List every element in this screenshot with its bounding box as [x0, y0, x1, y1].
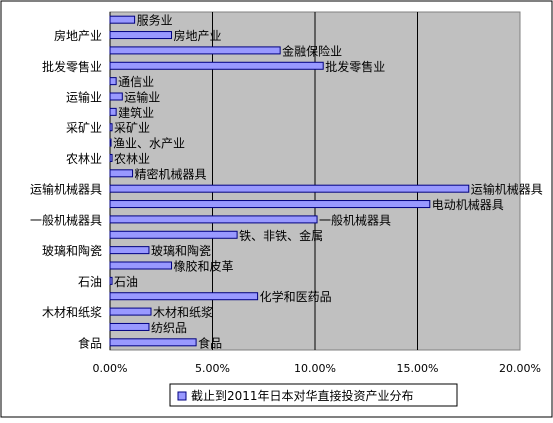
bar [109, 338, 197, 347]
bar [109, 107, 117, 116]
bar [109, 276, 113, 285]
bar [109, 322, 150, 331]
data-labels: 服务业房地产业金融保险业批发零售业通信业运输业建筑业采矿业渔业、水产业农林业精密… [113, 13, 543, 351]
bar-data-label: 纺织品 [151, 321, 187, 335]
bar-data-label: 石油 [114, 275, 138, 289]
y-tick-label: 运输机械器具 [30, 182, 102, 197]
bar-data-label: 橡胶和皮革 [174, 259, 234, 274]
y-tick-label: 一般机械器具 [30, 212, 102, 227]
bar [109, 46, 281, 55]
bar-data-label: 渔业、水产业 [113, 137, 185, 151]
y-tick-label: 运输业 [66, 90, 102, 105]
bar-data-label: 采矿业 [114, 121, 150, 135]
bar-data-label: 电动机械器具 [432, 197, 504, 212]
x-axis-labels: 0.00% 5.00% 10.00% 15.00% 20.00% [93, 362, 541, 375]
bar-data-label: 化学和医药品 [260, 289, 332, 304]
bar-data-label: 一般机械器具 [319, 212, 391, 227]
bar [109, 215, 318, 224]
bar [109, 200, 431, 209]
y-tick-label: 房地产业 [54, 28, 102, 43]
bars [109, 15, 470, 347]
legend-swatch [177, 391, 187, 401]
bar [109, 61, 324, 70]
bar-data-label: 食品 [198, 335, 222, 350]
bar-data-label: 农林业 [114, 152, 150, 166]
x-tick-label: 0.00% [93, 362, 128, 375]
bar-data-label: 金融保险业 [282, 43, 342, 58]
bar [109, 261, 172, 270]
legend-label: 截止到2011年日本对华直接投资产业分布 [191, 388, 414, 403]
bar-data-label: 批发零售业 [325, 59, 385, 74]
x-tick-label: 15.00% [397, 362, 439, 375]
y-tick-label: 批发零售业 [42, 59, 102, 74]
bar [109, 307, 152, 316]
bar-data-label: 通信业 [118, 75, 154, 89]
bar [109, 246, 150, 255]
x-tick-label: 10.00% [294, 362, 336, 375]
bar-data-label: 木材和纸浆 [153, 305, 213, 320]
bar-data-label: 服务业 [137, 13, 173, 28]
x-tick-label: 20.00% [499, 362, 541, 375]
bar-data-label: 精密机械器具 [135, 166, 207, 181]
bar [109, 184, 470, 193]
y-tick-label: 农林业 [66, 152, 102, 166]
x-tick-label: 5.00% [195, 362, 230, 375]
bar-data-label: 运输业 [124, 90, 160, 105]
bar [109, 123, 113, 132]
y-tick-label: 石油 [78, 275, 102, 289]
bar [109, 292, 259, 301]
legend-box [169, 383, 458, 407]
bar [109, 153, 113, 162]
legend: 截止到2011年日本对华直接投资产业分布 [169, 383, 458, 407]
bar [109, 92, 123, 101]
bar-data-label: 建筑业 [118, 105, 154, 120]
bar [109, 230, 238, 239]
bar-data-label: 铁、非铁、金属 [239, 228, 323, 243]
y-tick-label: 木材和纸浆 [42, 305, 102, 320]
bar [109, 31, 172, 40]
bar-data-label: 玻璃和陶瓷 [151, 243, 211, 258]
bar-data-label: 房地产业 [174, 28, 222, 43]
bar [109, 138, 112, 147]
y-tick-label: 食品 [78, 335, 102, 350]
bar [109, 169, 134, 178]
bar [109, 15, 136, 24]
y-tick-label: 玻璃和陶瓷 [42, 243, 102, 258]
y-tick-label: 采矿业 [66, 121, 102, 135]
bar-data-label: 运输机械器具 [471, 182, 543, 197]
y-axis-labels: 房地产业批发零售业运输业采矿业农林业运输机械器具一般机械器具玻璃和陶瓷石油木材和… [30, 28, 102, 350]
bar [109, 77, 117, 86]
